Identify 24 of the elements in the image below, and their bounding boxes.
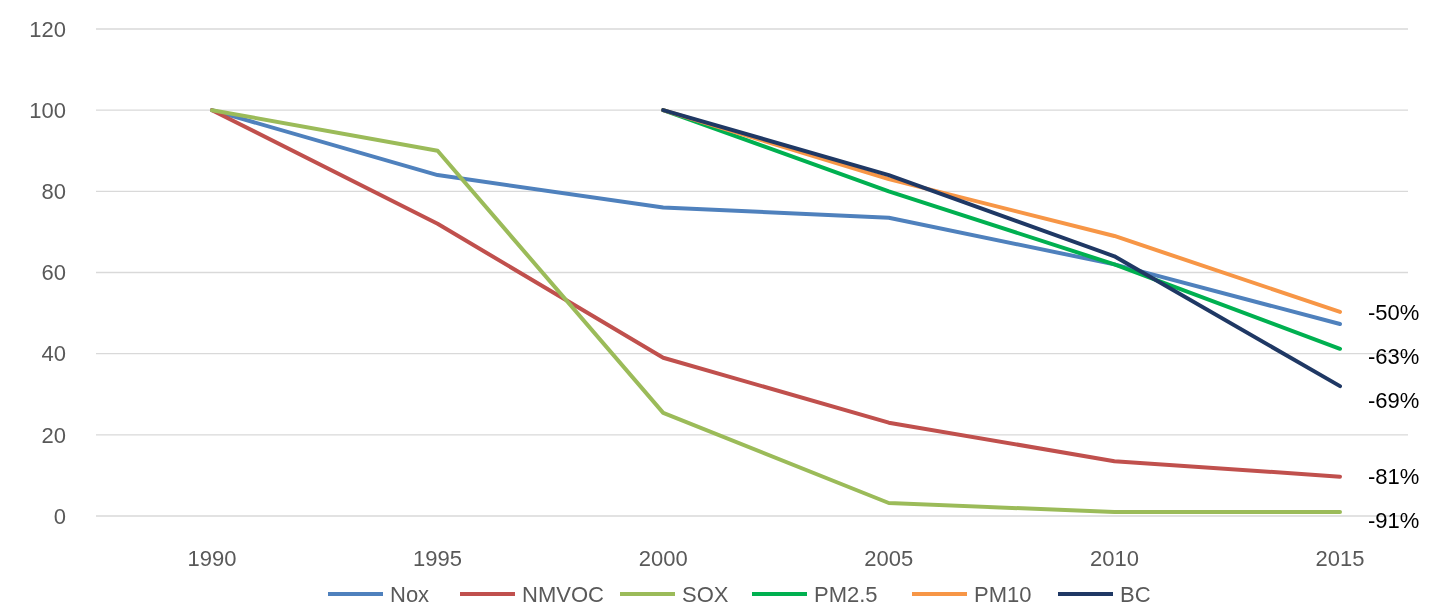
legend-label: PM2.5 [814,581,878,607]
annotation: -63% [1368,343,1420,369]
x-tick-label: 2005 [864,546,914,571]
x-tick-label: 2000 [638,546,688,571]
legend-label: PM10 [974,581,1032,607]
y-tick-label: 0 [53,503,66,529]
y-tick-label: 20 [41,422,66,448]
legend-label: NMVOC [522,581,604,607]
annotation: -69% [1368,387,1420,413]
legend-label: BC [1120,581,1151,607]
y-tick-label: 40 [41,341,66,367]
legend-label: Nox [390,581,430,607]
annotation: -81% [1368,464,1420,490]
legend-label: SOX [682,581,729,607]
y-tick-label: 80 [41,179,66,205]
x-tick-label: 2010 [1089,546,1139,571]
y-tick-label: 100 [29,97,66,123]
x-tick-label: 2015 [1315,546,1365,571]
y-tick-label: 120 [29,16,66,42]
annotation: -91% [1368,508,1420,534]
x-tick-label: 1990 [187,546,237,571]
y-tick-label: 60 [41,260,66,286]
x-tick-label: 1995 [413,546,463,571]
annotation: -50% [1368,299,1420,325]
